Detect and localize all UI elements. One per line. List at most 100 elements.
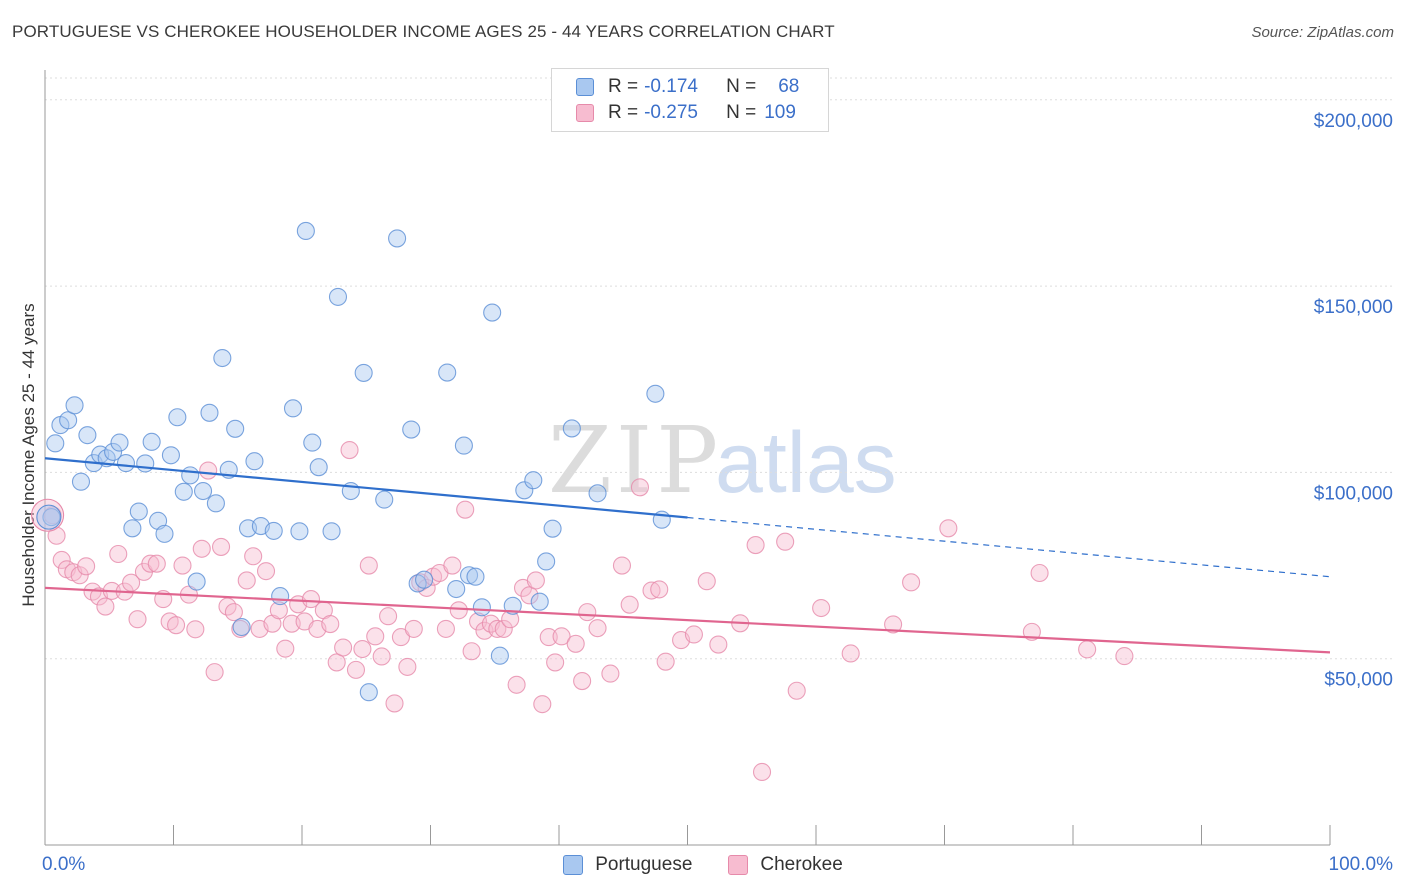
- cherokee-point: [366, 627, 385, 646]
- y-tick-labels: $50,000 $100,000 $150,000 $200,000: [1314, 111, 1393, 691]
- cherokee-point: [359, 556, 378, 575]
- portuguese-swatch: [576, 78, 594, 96]
- portuguese-legend-swatch: [563, 855, 584, 875]
- portuguese-point: [447, 579, 466, 599]
- portuguese-point: [142, 432, 161, 451]
- cherokee-point: [1078, 640, 1097, 659]
- cherokee-point: [642, 581, 661, 600]
- cherokee-point: [1030, 563, 1049, 583]
- portuguese-point: [322, 522, 341, 541]
- portuguese-point: [472, 598, 491, 617]
- cherokee-point: [939, 519, 958, 538]
- portuguese-point-large: [36, 504, 62, 530]
- cherokee-point: [841, 644, 860, 663]
- cherokee-point: [186, 620, 205, 639]
- cherokee-point: [353, 639, 372, 659]
- r-value-portuguese: -0.174: [644, 76, 698, 97]
- cherokee-point: [902, 573, 921, 592]
- series-legend: Portuguese Cherokee: [0, 852, 1406, 878]
- legend-item-portuguese[interactable]: Portuguese: [563, 852, 692, 878]
- portuguese-point: [161, 446, 180, 465]
- cherokee-point: [546, 653, 565, 672]
- portuguese-point: [78, 426, 97, 445]
- r-value-cherokee: -0.275: [644, 102, 698, 123]
- x-tick-label-min: 0.0%: [42, 854, 85, 875]
- portuguese-point: [149, 511, 168, 530]
- cherokee-trend-line: [44, 586, 1331, 654]
- cherokee-point: [47, 526, 66, 545]
- portuguese-trend-line: [44, 457, 688, 519]
- cherokee-point: [1115, 647, 1134, 666]
- cherokee-point: [488, 619, 507, 638]
- portuguese-point: [530, 592, 549, 611]
- cherokee-point: [141, 554, 160, 573]
- portuguese-point: [375, 490, 394, 509]
- portuguese-point: [646, 384, 665, 403]
- cherokee-point: [443, 556, 462, 575]
- n-value-cherokee: 109: [764, 102, 796, 123]
- portuguese-point: [354, 363, 373, 382]
- cherokee-point: [573, 672, 592, 691]
- cherokee-point: [812, 598, 831, 618]
- n-label: N =: [726, 102, 757, 123]
- portuguese-point: [213, 348, 232, 368]
- n-value-portuguese: 68: [778, 76, 800, 97]
- cherokee-point: [526, 571, 545, 590]
- portuguese-point: [524, 471, 543, 490]
- cherokee-point: [269, 601, 288, 620]
- cherokee-point: [684, 625, 703, 644]
- cherokee-point: [205, 663, 224, 682]
- portuguese-point: [515, 481, 534, 500]
- y-tick-label: $50,000: [1324, 670, 1393, 691]
- portuguese-point: [65, 396, 84, 415]
- watermark-zip: ZIP: [548, 407, 722, 514]
- cherokee-point: [539, 628, 558, 647]
- cherokee-point: [391, 628, 410, 647]
- cherokee-point: [173, 556, 192, 575]
- legend-row-portuguese: R = -0.174 N = 68: [576, 75, 799, 99]
- portuguese-point: [245, 452, 264, 471]
- watermark-atlas: atlas: [715, 415, 897, 511]
- portuguese-point: [359, 683, 378, 702]
- cherokee-point: [372, 647, 391, 666]
- portuguese-point: [155, 524, 174, 543]
- y-tick-label: $150,000: [1314, 297, 1393, 318]
- x-tick-label-max: 100.0%: [1329, 854, 1394, 875]
- cherokee-point: [301, 590, 321, 609]
- portuguese-point: [168, 408, 187, 427]
- portuguese-point: [537, 552, 556, 571]
- portuguese-point: [136, 454, 155, 473]
- cherokee-point: [746, 536, 765, 555]
- cherokee-point: [752, 762, 772, 782]
- portuguese-point: [200, 403, 219, 422]
- cherokee-point: [650, 580, 669, 599]
- portuguese-point: [232, 617, 251, 637]
- r-label: R =: [608, 102, 639, 123]
- portuguese-point: [303, 433, 322, 452]
- cherokee-point: [128, 610, 147, 629]
- cherokee-point: [379, 607, 398, 626]
- portuguese-point: [562, 419, 581, 438]
- portuguese-point: [46, 434, 65, 453]
- cherokee-point: [199, 461, 218, 480]
- cherokee-point: [507, 675, 526, 694]
- portuguese-point: [402, 420, 421, 439]
- cherokee-point: [588, 619, 607, 638]
- portuguese-point: [438, 363, 457, 382]
- cherokee-legend-swatch: [728, 855, 749, 875]
- portuguese-point: [290, 522, 309, 541]
- portuguese-point: [490, 646, 509, 665]
- cherokee-point: [70, 566, 89, 585]
- portuguese-point: [226, 419, 245, 438]
- portuguese-point: [187, 572, 206, 591]
- portuguese-trend-line-extension: [687, 516, 1331, 578]
- portuguese-point: [206, 494, 225, 513]
- portuguese-point: [59, 411, 78, 430]
- portuguese-point: [543, 519, 562, 538]
- chart-title: PORTUGUESE VS CHEROKEE HOUSEHOLDER INCOM…: [12, 22, 835, 41]
- x-tick-labels: 0.0% 100.0%: [42, 854, 1393, 875]
- portuguese-point: [328, 287, 348, 306]
- cherokee-point: [456, 500, 475, 519]
- legend-item-cherokee[interactable]: Cherokee: [728, 852, 843, 878]
- n-label: N =: [726, 76, 757, 97]
